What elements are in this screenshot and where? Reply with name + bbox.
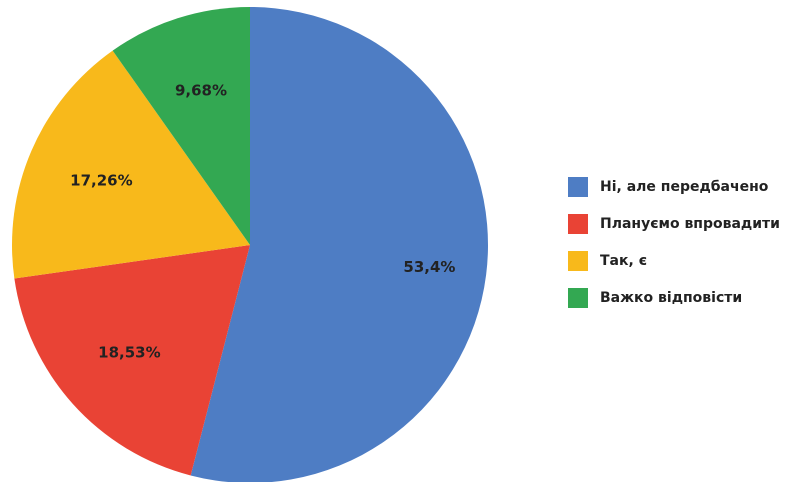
pie-slice — [11, 50, 250, 279]
legend-label: Так, є — [600, 253, 647, 269]
slice-label: 9,68% — [175, 81, 227, 99]
legend-label: Важко відповісти — [600, 290, 742, 306]
legend-label: Плануємо впровадити — [600, 216, 780, 232]
legend-swatch — [568, 214, 588, 234]
legend-label: Ні, але передбачено — [600, 179, 769, 195]
slice-label: 18,53% — [98, 343, 160, 361]
legend-swatch — [568, 251, 588, 271]
legend-swatch — [568, 177, 588, 197]
pie-slice — [14, 245, 250, 476]
legend-swatch — [568, 288, 588, 308]
pie-slice — [190, 7, 488, 482]
pie-slice — [112, 7, 250, 245]
slice-label: 17,26% — [70, 171, 132, 189]
slice-label: 53,4% — [403, 258, 455, 276]
